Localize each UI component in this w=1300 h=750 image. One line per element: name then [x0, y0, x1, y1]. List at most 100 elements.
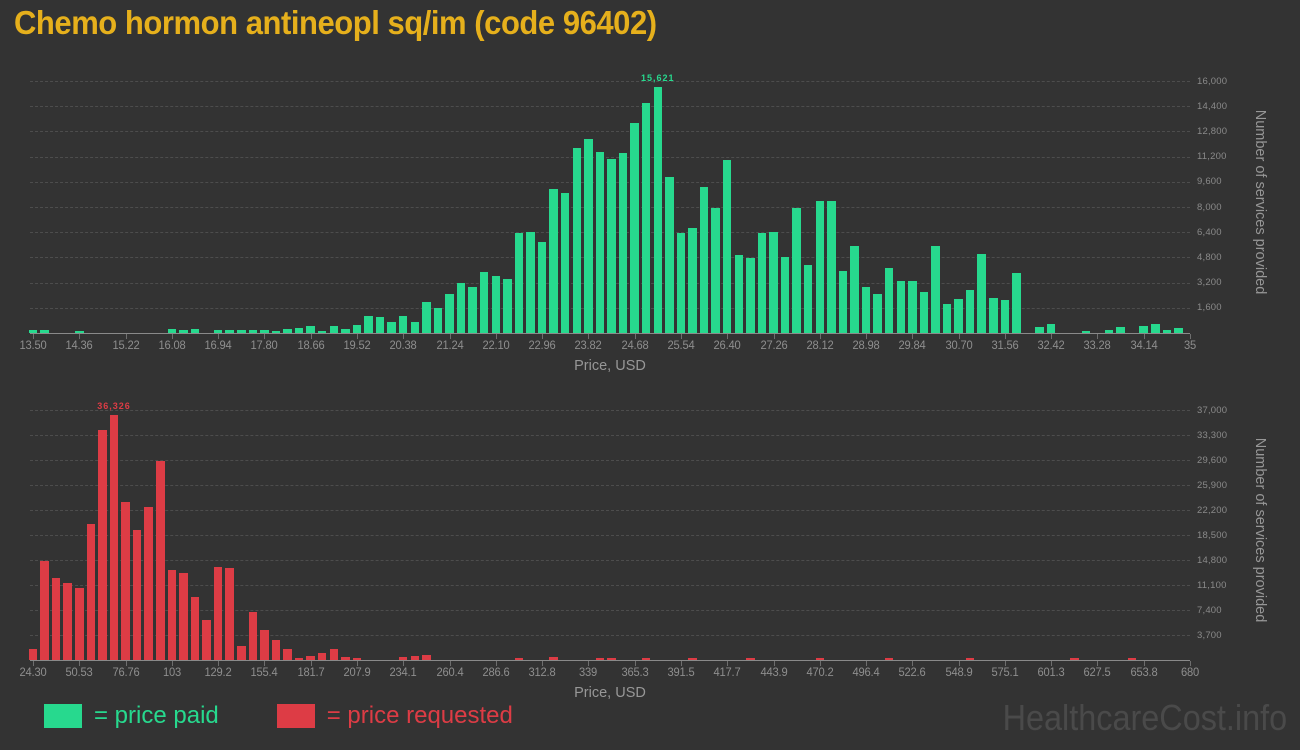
- requested-bar[interactable]: [156, 460, 165, 660]
- requested-bar[interactable]: [237, 645, 246, 660]
- requested-bar[interactable]: [260, 629, 269, 660]
- requested-bar[interactable]: [271, 640, 281, 660]
- paid-bar[interactable]: [734, 254, 744, 333]
- paid-bar[interactable]: [722, 160, 732, 333]
- paid-bar[interactable]: [792, 207, 801, 333]
- paid-bar[interactable]: [942, 303, 952, 333]
- requested-bar[interactable]: [75, 587, 84, 660]
- paid-bar[interactable]: [1151, 324, 1160, 333]
- paid-bar[interactable]: [1174, 327, 1183, 333]
- paid-bar[interactable]: [780, 256, 790, 333]
- requested-bar[interactable]: [63, 583, 72, 660]
- requested-bar[interactable]: [352, 658, 362, 660]
- paid-bar[interactable]: [491, 276, 501, 333]
- paid-bar[interactable]: [179, 330, 188, 333]
- requested-bar[interactable]: [248, 612, 258, 660]
- paid-bar[interactable]: [28, 330, 38, 333]
- paid-bar[interactable]: [479, 272, 489, 333]
- paid-bar[interactable]: [815, 200, 825, 333]
- paid-bar[interactable]: [607, 159, 616, 333]
- paid-bar[interactable]: [630, 123, 639, 333]
- paid-bar[interactable]: [514, 233, 524, 333]
- paid-bar[interactable]: [908, 281, 917, 333]
- requested-bar[interactable]: [40, 561, 49, 660]
- requested-bar[interactable]: [688, 658, 697, 660]
- paid-bar[interactable]: [711, 207, 720, 333]
- requested-bar[interactable]: [514, 658, 524, 660]
- requested-bar[interactable]: [121, 501, 130, 660]
- paid-bar[interactable]: [572, 148, 582, 333]
- paid-bar[interactable]: [838, 270, 848, 333]
- paid-bar[interactable]: [919, 292, 929, 334]
- paid-bar[interactable]: [699, 186, 709, 333]
- requested-bar[interactable]: [51, 578, 61, 660]
- requested-bar[interactable]: [341, 657, 350, 660]
- paid-bar[interactable]: [896, 281, 906, 333]
- paid-bar[interactable]: [676, 233, 686, 333]
- paid-bar[interactable]: [364, 316, 373, 333]
- requested-bar[interactable]: [422, 654, 431, 660]
- requested-bar[interactable]: [294, 658, 304, 660]
- paid-bar[interactable]: [329, 326, 339, 333]
- requested-bar[interactable]: [607, 658, 616, 660]
- requested-bar[interactable]: [641, 658, 651, 660]
- requested-bar[interactable]: [815, 658, 825, 660]
- paid-bar[interactable]: [456, 282, 466, 333]
- paid-bar[interactable]: [283, 329, 292, 333]
- requested-bar[interactable]: [1070, 658, 1079, 660]
- requested-bar[interactable]: [410, 655, 420, 660]
- requested-bar[interactable]: [1127, 658, 1137, 660]
- paid-bar[interactable]: [445, 293, 454, 333]
- requested-bar[interactable]: [213, 566, 223, 660]
- paid-bar[interactable]: [746, 258, 755, 333]
- paid-bar[interactable]: [410, 322, 420, 333]
- requested-bar[interactable]: [884, 658, 894, 660]
- paid-bar[interactable]: [317, 331, 327, 333]
- paid-bar[interactable]: [40, 330, 49, 333]
- paid-bar[interactable]: [503, 279, 512, 333]
- paid-bar[interactable]: [306, 326, 315, 333]
- paid-bar[interactable]: [827, 200, 836, 333]
- requested-bar[interactable]: [28, 648, 38, 660]
- paid-bar[interactable]: [965, 290, 975, 333]
- paid-bar[interactable]: [237, 330, 246, 333]
- requested-bar[interactable]: [202, 619, 211, 660]
- requested-bar[interactable]: [398, 657, 408, 660]
- paid-bar[interactable]: [375, 316, 385, 333]
- requested-bar[interactable]: [167, 570, 177, 660]
- paid-bar[interactable]: [468, 286, 477, 333]
- requested-bar[interactable]: [329, 649, 339, 660]
- paid-bar[interactable]: [294, 328, 304, 333]
- requested-bar[interactable]: [965, 658, 975, 660]
- requested-bar[interactable]: [179, 572, 188, 660]
- requested-bar[interactable]: [317, 653, 327, 660]
- paid-bar[interactable]: [595, 152, 605, 333]
- requested-bar[interactable]: [86, 524, 96, 660]
- paid-bar[interactable]: [422, 301, 431, 333]
- paid-bar[interactable]: [861, 286, 871, 333]
- paid-bar[interactable]: [1116, 326, 1125, 333]
- paid-bar[interactable]: [1139, 325, 1148, 333]
- paid-bar[interactable]: [850, 245, 859, 333]
- paid-bar[interactable]: [1081, 331, 1091, 333]
- paid-bar[interactable]: [341, 329, 350, 333]
- paid-bar[interactable]: [618, 153, 628, 333]
- paid-bar[interactable]: [803, 265, 813, 333]
- paid-bar[interactable]: [167, 329, 177, 333]
- requested-bar[interactable]: [306, 655, 315, 660]
- paid-bar[interactable]: [271, 331, 281, 333]
- paid-bar[interactable]: [769, 232, 778, 333]
- paid-bar[interactable]: [931, 246, 940, 333]
- paid-bar[interactable]: [1035, 327, 1044, 333]
- paid-bar[interactable]: [433, 308, 443, 333]
- requested-bar[interactable]: [595, 658, 605, 660]
- requested-bar[interactable]: [144, 507, 153, 660]
- requested-bar[interactable]: [98, 430, 107, 660]
- paid-bar[interactable]: [526, 231, 535, 333]
- requested-bar[interactable]: [132, 530, 142, 660]
- requested-bar[interactable]: [109, 414, 119, 660]
- paid-bar[interactable]: [989, 297, 998, 333]
- paid-bar[interactable]: [75, 330, 84, 333]
- paid-bar[interactable]: [653, 87, 663, 333]
- paid-bar[interactable]: [954, 299, 963, 333]
